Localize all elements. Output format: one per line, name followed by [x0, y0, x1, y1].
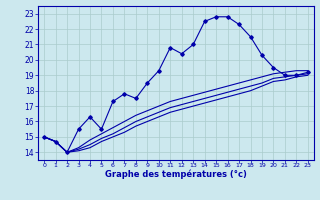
X-axis label: Graphe des températures (°c): Graphe des températures (°c) — [105, 170, 247, 179]
